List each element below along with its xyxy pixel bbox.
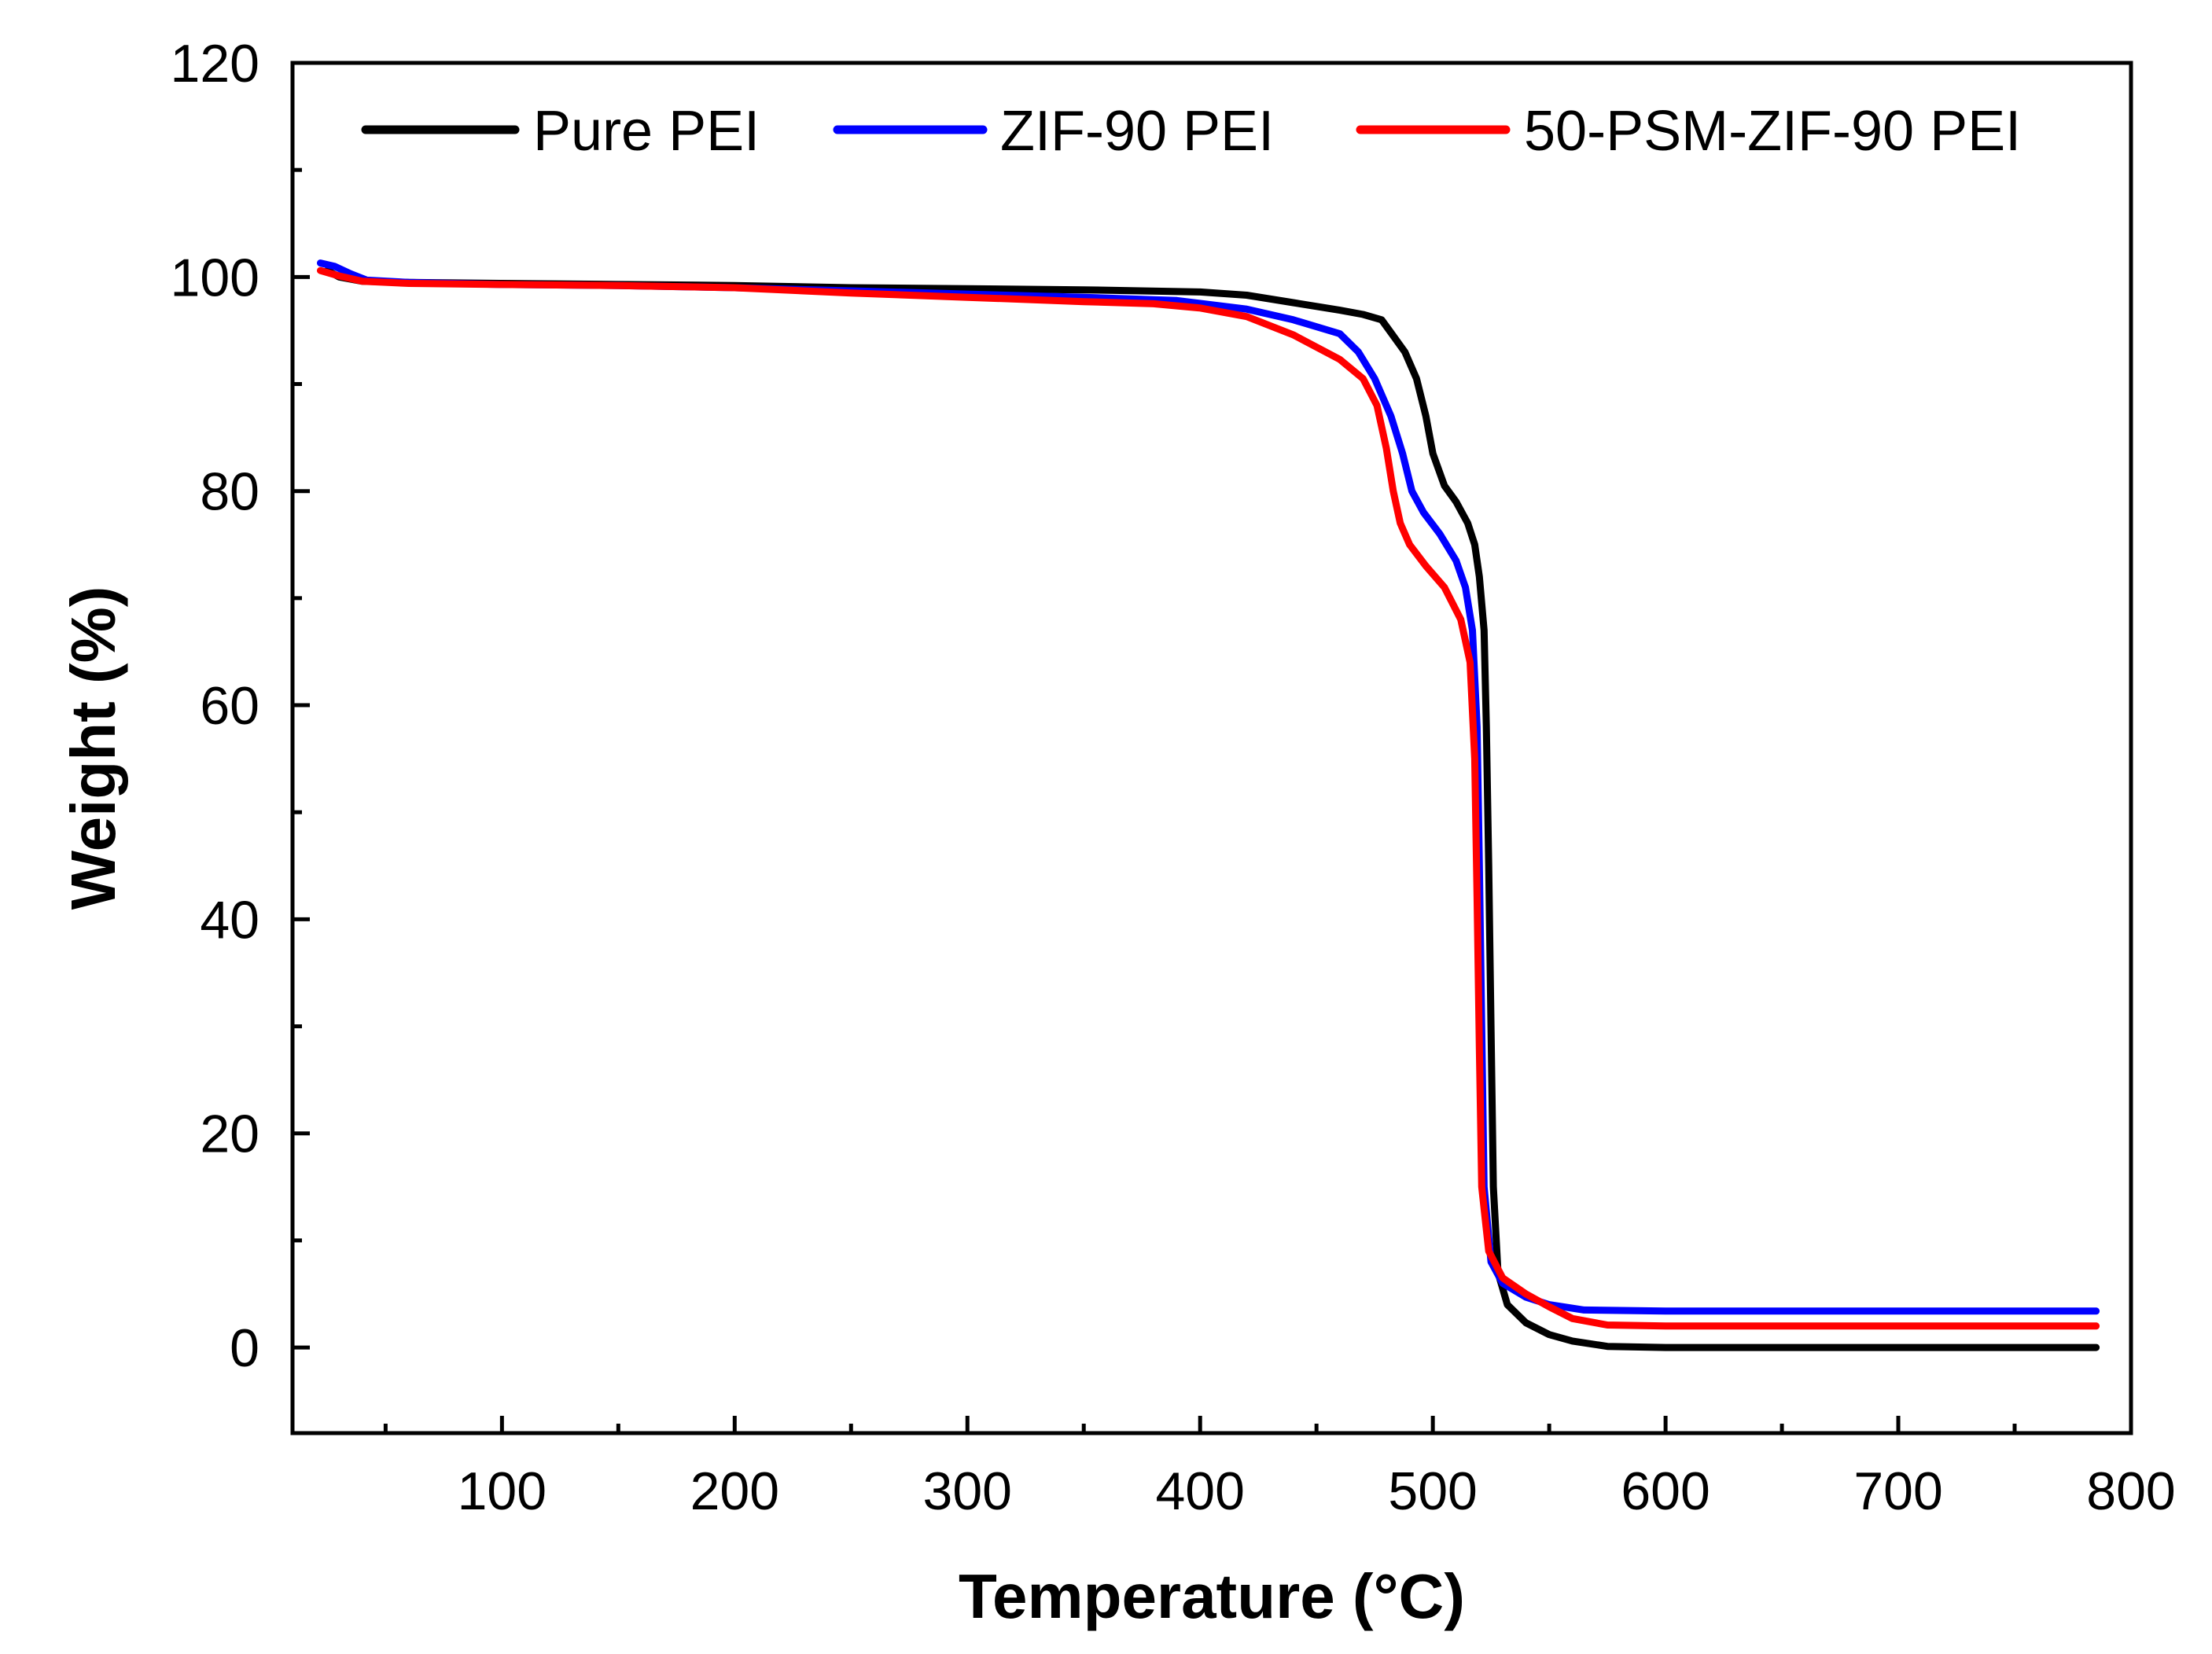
y-tick-label: 0 — [230, 1318, 259, 1378]
axis-ticks: 100 200 300 400 500 600 700 800 0 20 40 60 80 100 120 — [171, 34, 2176, 1521]
y-tick-label: 40 — [200, 890, 259, 950]
x-tick-label: 300 — [923, 1461, 1012, 1521]
x-tick-label: 400 — [1155, 1461, 1244, 1521]
x-tick-label: 800 — [2086, 1461, 2175, 1521]
series-layer — [317, 259, 2100, 1351]
y-axis-title: Weight (%) — [58, 586, 128, 910]
legend-label-zif-90-pei: ZIF-90 PEI — [1000, 100, 1274, 163]
y-tick-label: 100 — [171, 248, 259, 307]
x-tick-label: 600 — [1621, 1461, 1710, 1521]
y-tick-label: 80 — [200, 462, 259, 522]
series-line-pure-pei — [323, 266, 2100, 1351]
legend: Pure PEI ZIF-90 PEI 50-PSM-ZIF-90 PEI — [361, 100, 2021, 163]
series-line-50-psm-zif-90-pei — [317, 266, 2100, 1330]
legend-label-pure-pei: Pure PEI — [533, 100, 760, 163]
y-tick-label: 20 — [200, 1105, 259, 1164]
x-tick-label: 100 — [458, 1461, 547, 1521]
legend-label-50-psm-zif-90-pei: 50-PSM-ZIF-90 PEI — [1524, 100, 2021, 163]
y-tick-label: 120 — [171, 34, 259, 94]
x-tick-label: 500 — [1388, 1461, 1477, 1521]
y-tick-label: 60 — [200, 676, 259, 736]
x-tick-label: 700 — [1853, 1461, 1942, 1521]
series-line-zif-90-pei — [317, 259, 2100, 1315]
x-axis-title: Temperature (°C) — [959, 1561, 1465, 1631]
x-tick-label: 200 — [690, 1461, 779, 1521]
plot-area-frame — [290, 61, 2133, 1435]
